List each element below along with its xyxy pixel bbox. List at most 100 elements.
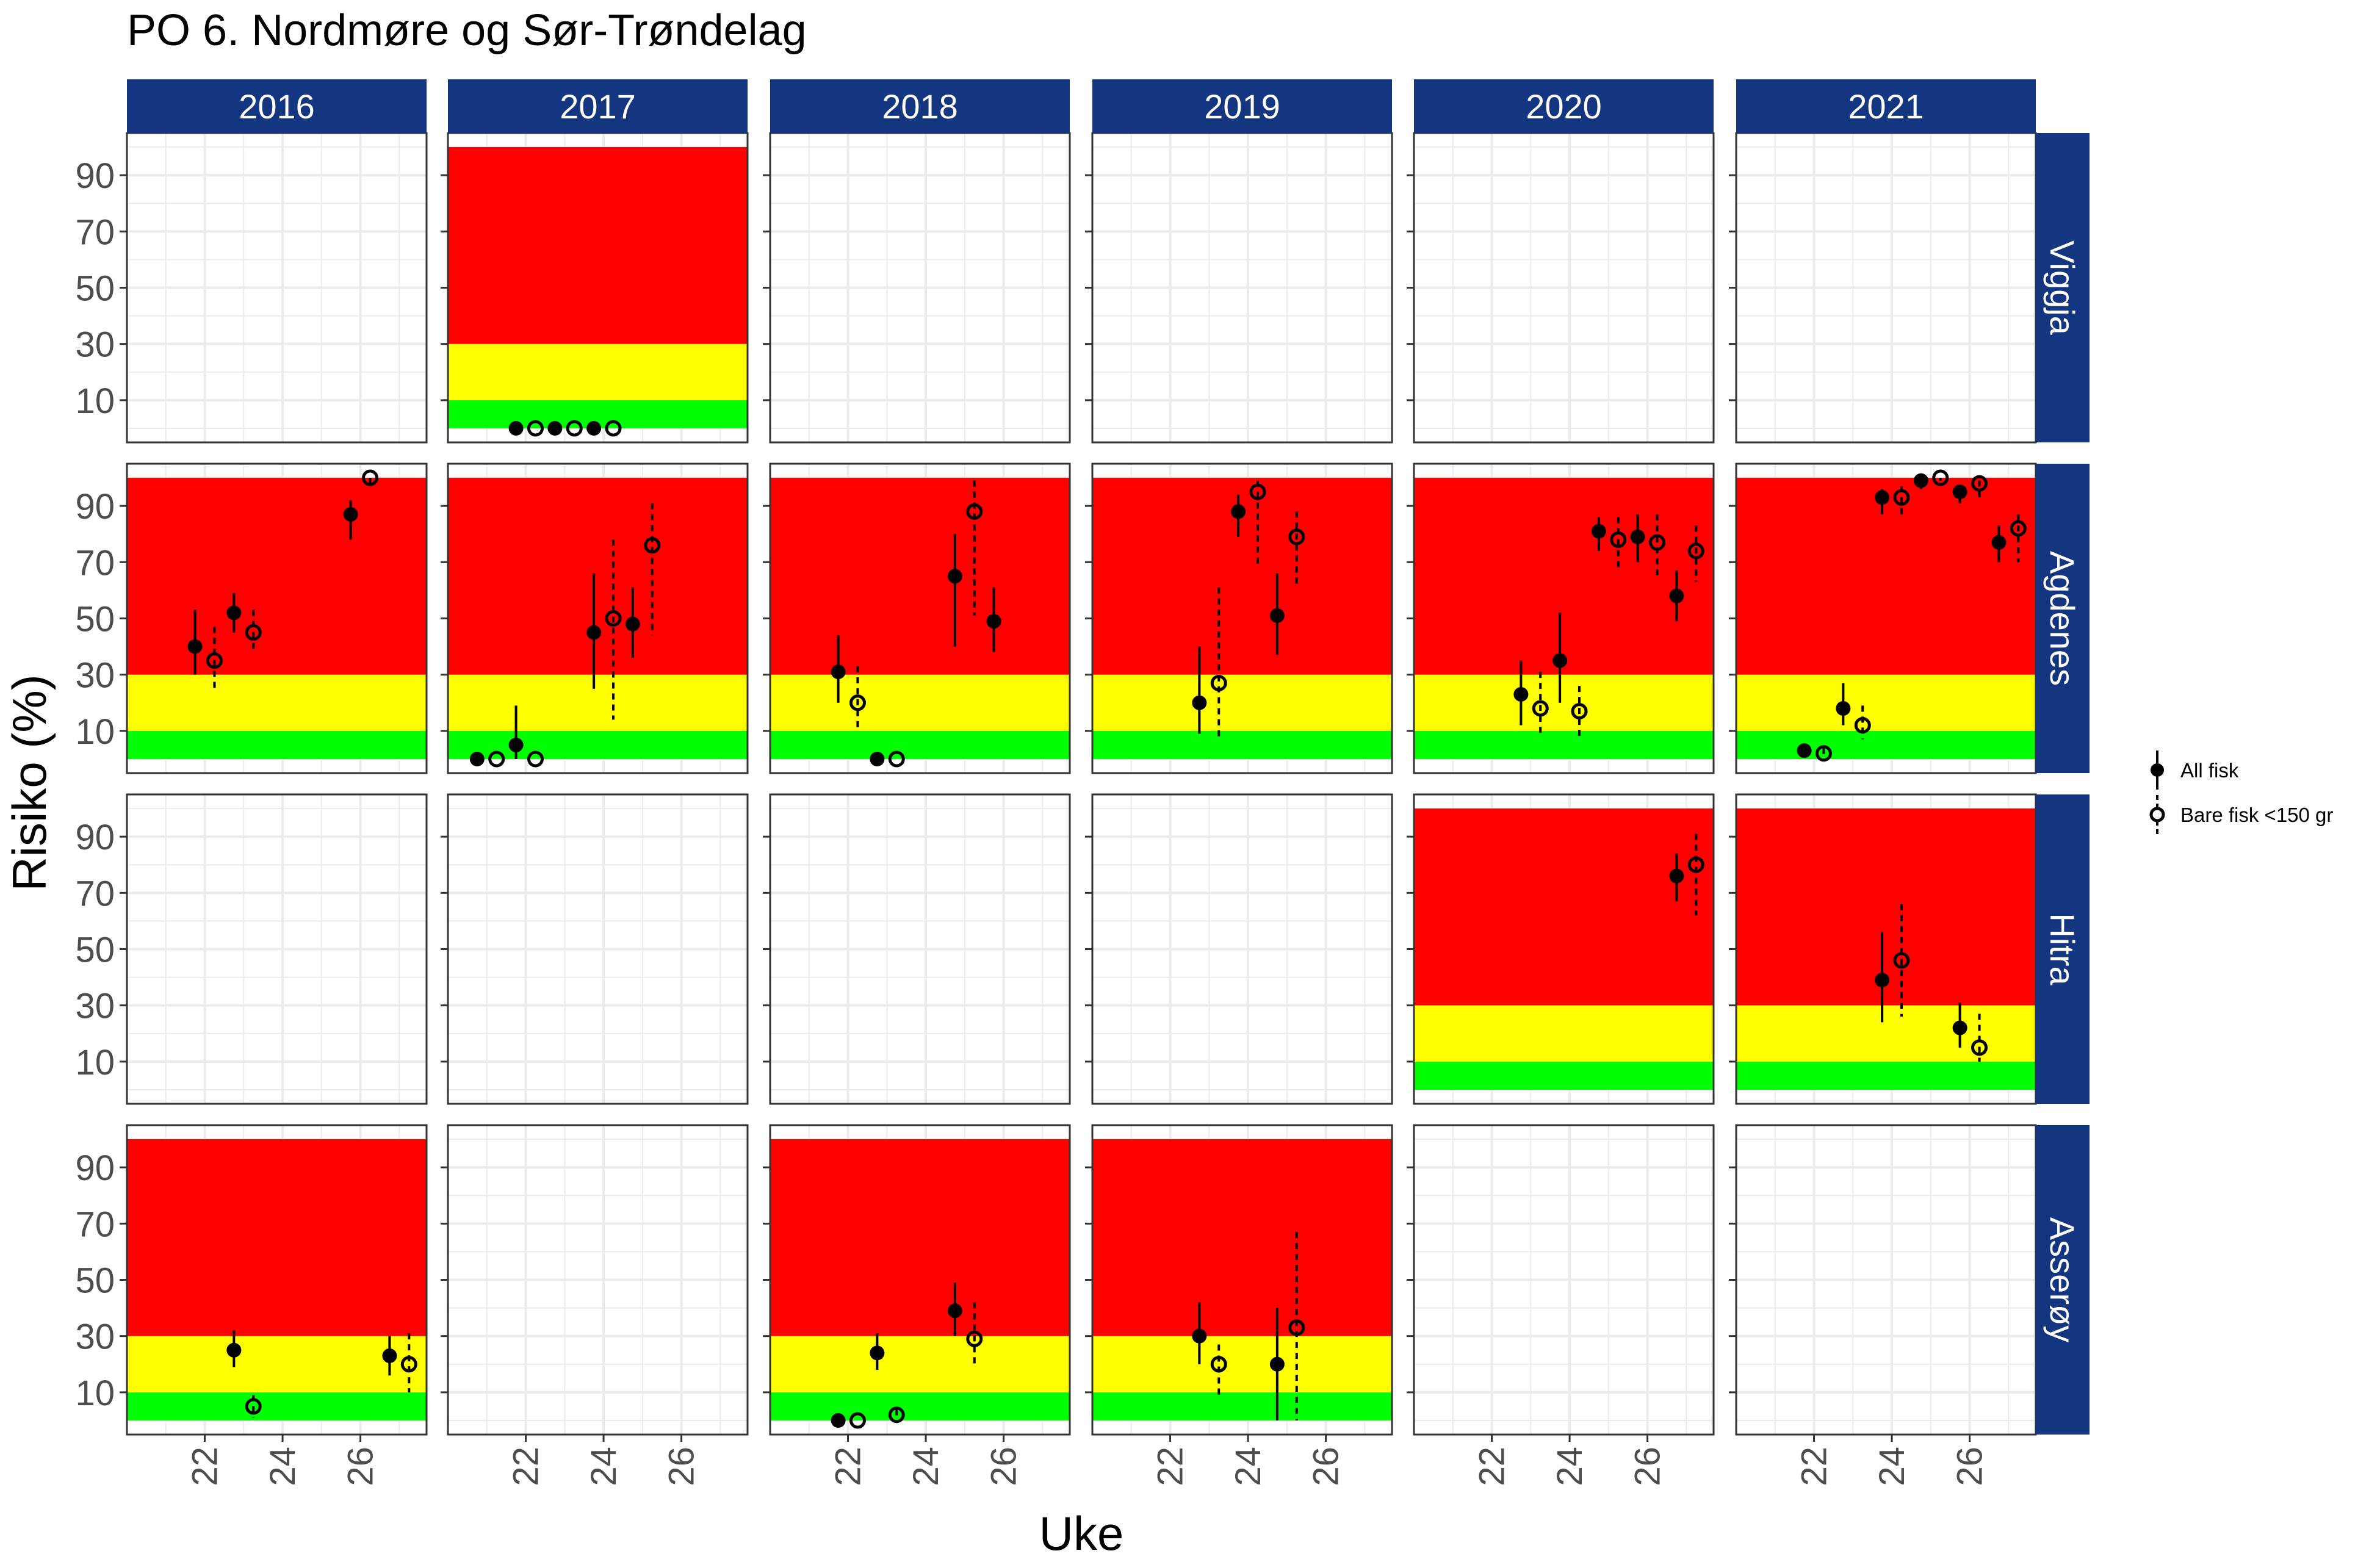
risk-band-red (448, 478, 748, 675)
panels-layer (126, 132, 2037, 1436)
legend-key-filled (2151, 763, 2164, 777)
year-strip-label: 2020 (1526, 87, 1602, 126)
panel-viggja-2016 (126, 132, 428, 444)
risk-band-yellow (1736, 1005, 2036, 1062)
risk-band-green (127, 730, 427, 759)
point-bare-fisk (966, 1330, 983, 1347)
x-tick-label: 22 (829, 1447, 868, 1486)
point-bare-fisk (206, 652, 223, 669)
risk-band-green (1092, 1392, 1392, 1420)
y-tick-label: 70 (75, 874, 115, 913)
point-bare-fisk (1571, 703, 1588, 720)
panel-asserøy-2019 (1091, 1124, 1393, 1436)
point-bare-fisk (644, 537, 661, 554)
y-tick-label: 10 (75, 1374, 115, 1413)
x-tick-label: 26 (662, 1447, 702, 1486)
panel-hitra-2016 (126, 793, 428, 1105)
point-all-fisk (870, 1345, 885, 1361)
legend-label: Bare fisk <150 gr (2180, 804, 2333, 826)
point-bare-fisk (2010, 520, 2027, 537)
x-tick-label: 26 (984, 1447, 1024, 1486)
point-all-fisk (343, 506, 358, 522)
risk-band-red (1736, 808, 2036, 1006)
risk-band-yellow (127, 674, 427, 731)
point-all-fisk (1231, 504, 1246, 519)
point-all-fisk (508, 737, 524, 752)
panel-agdenes-2016 (126, 463, 428, 774)
year-strip-2016: 2016 (127, 79, 427, 133)
point-all-fisk (625, 616, 640, 632)
x-tick-label: 22 (186, 1447, 225, 1486)
point-bare-fisk (1610, 531, 1627, 548)
point-bare-fisk (1893, 952, 1910, 969)
panel-asserøy-2017 (447, 1124, 749, 1436)
y-tick-label: 50 (75, 1261, 115, 1301)
station-strip-label: Viggja (2043, 240, 2082, 336)
point-all-fisk (1192, 1328, 1207, 1344)
y-tick-label: 30 (75, 987, 115, 1026)
risk-band-green (127, 1392, 427, 1420)
point-all-fisk (986, 614, 1001, 629)
point-all-fisk (1952, 1020, 1967, 1035)
panel-viggja-2021 (1735, 132, 2037, 444)
risk-band-red (1414, 808, 1714, 1006)
panel-hitra-2021 (1735, 793, 2037, 1105)
x-tick-label: 22 (507, 1447, 546, 1486)
risk-band-yellow (1414, 1005, 1714, 1062)
station-strip-bg (2036, 133, 2090, 442)
risk-band-yellow (1092, 1336, 1392, 1392)
x-tick-label: 26 (1950, 1447, 1990, 1486)
y-tick-label: 30 (75, 1317, 115, 1357)
panel-viggja-2018 (769, 132, 1071, 444)
point-all-fisk (508, 420, 524, 436)
panel-viggja-2019 (1091, 132, 1393, 444)
risk-band-yellow (1736, 674, 2036, 731)
point-bare-fisk (1210, 1356, 1227, 1373)
legend: All fisk Bare fisk <150 gr (2149, 751, 2333, 834)
y-tick-label: 90 (75, 156, 115, 196)
x-tick-label: 26 (1307, 1447, 1346, 1486)
point-all-fisk (1875, 490, 1890, 505)
station-strip-viggja: Viggja (2036, 133, 2090, 442)
point-bare-fisk (849, 1412, 866, 1429)
risk-band-green (1414, 730, 1714, 759)
panel-viggja-2017 (447, 132, 749, 444)
year-strip-bg (448, 79, 748, 133)
y-axis-label: Risiko (%) (2, 674, 56, 891)
panel-hitra-2017 (447, 793, 749, 1105)
year-strip-bg (1092, 79, 1392, 133)
station-strip-asserøy: Asserøy (2036, 1125, 2090, 1435)
panel-hitra-2019 (1091, 793, 1393, 1105)
x-tick-label: 24 (1550, 1447, 1590, 1486)
y-tick-label: 70 (75, 212, 115, 252)
point-all-fisk (226, 605, 242, 621)
year-strip-2019: 2019 (1092, 79, 1392, 133)
year-strip-bg (127, 79, 427, 133)
panel-asserøy-2016 (126, 1124, 428, 1436)
risk-band-yellow (1414, 674, 1714, 731)
y-tick-label: 90 (75, 1148, 115, 1188)
y-tick-label: 30 (75, 325, 115, 365)
point-bare-fisk (1971, 475, 1988, 492)
point-bare-fisk (245, 624, 262, 641)
point-all-fisk (1192, 695, 1207, 710)
point-all-fisk (586, 625, 602, 640)
x-tick-label: 22 (1795, 1447, 1834, 1486)
risk-band-green (448, 730, 748, 759)
point-all-fisk (1991, 535, 2007, 550)
chart-title: PO 6. Nordmøre og Sør-Trøndelag (127, 6, 807, 55)
point-all-fisk (1669, 588, 1684, 603)
point-bare-fisk (1288, 528, 1305, 545)
risk-band-yellow (1092, 674, 1392, 731)
point-all-fisk (1875, 973, 1890, 988)
x-tick-label: 22 (1473, 1447, 1512, 1486)
y-tick-label: 50 (75, 600, 115, 639)
point-bare-fisk (1649, 534, 1666, 551)
y-tick-label: 50 (75, 931, 115, 970)
point-all-fisk (1797, 743, 1812, 758)
point-all-fisk (1952, 484, 1967, 500)
panel-agdenes-2020 (1413, 463, 1715, 774)
x-tick-label: 26 (341, 1447, 381, 1486)
year-strip-bg (770, 79, 1070, 133)
